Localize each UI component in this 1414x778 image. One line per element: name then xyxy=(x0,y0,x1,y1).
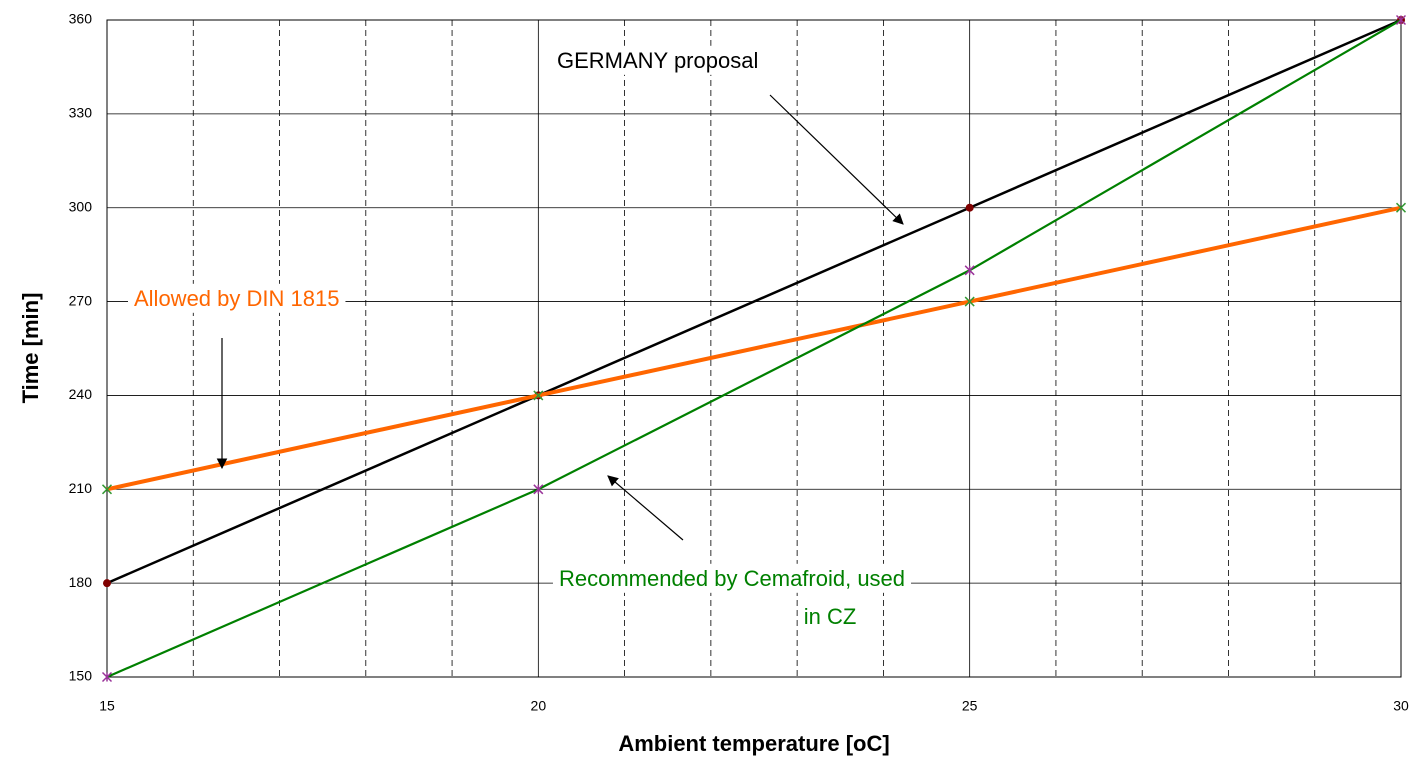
annotation: Recommended by Cemafroid, used xyxy=(559,566,905,591)
point-marker xyxy=(1395,202,1407,213)
annotation-arrow xyxy=(769,94,904,225)
point-marker xyxy=(103,579,111,588)
annotation: in CZ xyxy=(804,604,857,629)
point-marker xyxy=(1395,14,1407,26)
y-tick-label: 150 xyxy=(69,668,93,684)
y-tick-label: 300 xyxy=(69,198,93,214)
point-marker xyxy=(533,484,544,495)
y-axis-label: Time [min] xyxy=(18,293,43,404)
annotation: Allowed by DIN 1815 xyxy=(134,286,339,311)
x-tick-label: 20 xyxy=(531,698,547,714)
y-tick-label: 240 xyxy=(69,386,93,402)
series-line xyxy=(106,18,1402,585)
annotation-arrow xyxy=(607,475,684,541)
plot-frame xyxy=(106,19,1402,678)
annotation-background xyxy=(551,45,765,75)
point-marker xyxy=(101,671,113,683)
annotation: GERMANY proposal xyxy=(557,48,758,73)
x-tick-label: 30 xyxy=(1393,698,1409,714)
x-tick-label: 25 xyxy=(962,698,978,714)
point-marker xyxy=(533,390,544,401)
y-tick-label: 330 xyxy=(69,105,93,121)
point-marker xyxy=(101,484,113,495)
x-tick-label: 15 xyxy=(99,698,115,714)
y-tick-label: 270 xyxy=(69,292,93,308)
annotation-background xyxy=(128,283,346,313)
point-marker xyxy=(964,265,975,276)
annotation-background xyxy=(552,563,912,593)
x-axis-label: Ambient temperature [oC] xyxy=(618,731,889,756)
y-tick-label: 180 xyxy=(69,574,93,590)
point-marker xyxy=(965,203,974,212)
series-line xyxy=(106,19,1402,679)
y-tick-label: 360 xyxy=(69,11,93,27)
point-marker xyxy=(964,296,975,307)
annotation-background xyxy=(797,601,863,631)
series-line xyxy=(106,205,1402,492)
y-tick-label: 210 xyxy=(69,480,93,496)
